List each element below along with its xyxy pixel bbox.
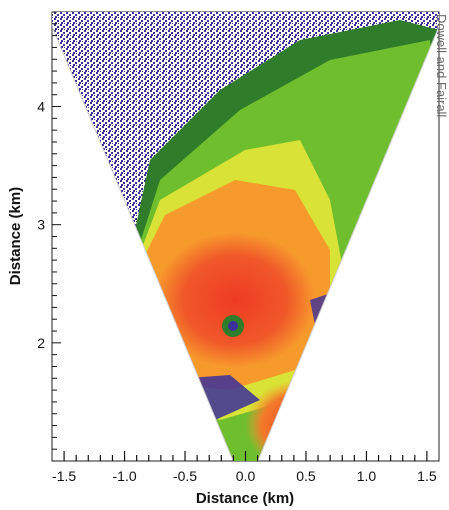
sector-right-edge [257, 25, 439, 461]
side-caption: Dowell and Fairall [434, 14, 449, 117]
x-tick-label: 0.5 [296, 468, 316, 484]
convective-core [140, 220, 330, 380]
x-tick-label: 1.0 [357, 468, 377, 484]
y-tick-label: 4 [37, 99, 45, 115]
x-tick-label: 0.0 [236, 468, 256, 484]
y-axis-title: Distance (km) [7, 187, 24, 285]
y-tick-label: 2 [37, 335, 45, 351]
x-tick-label: 1.5 [417, 468, 437, 484]
x-tick-label: -1.5 [52, 468, 76, 484]
y-axis-ticks: 2 3 4 [37, 11, 61, 462]
storm-eye [228, 321, 238, 331]
sector-left-edge [52, 25, 234, 461]
x-axis-ticks: -1.5 -1.0 -0.5 0.0 0.5 1.0 1.5 [52, 451, 437, 484]
x-tick-label: -0.5 [173, 468, 197, 484]
x-axis-title: Distance (km) [196, 490, 294, 507]
y-tick-label: 3 [37, 217, 45, 233]
x-tick-label: -1.0 [113, 468, 137, 484]
sector-edges [52, 25, 439, 461]
